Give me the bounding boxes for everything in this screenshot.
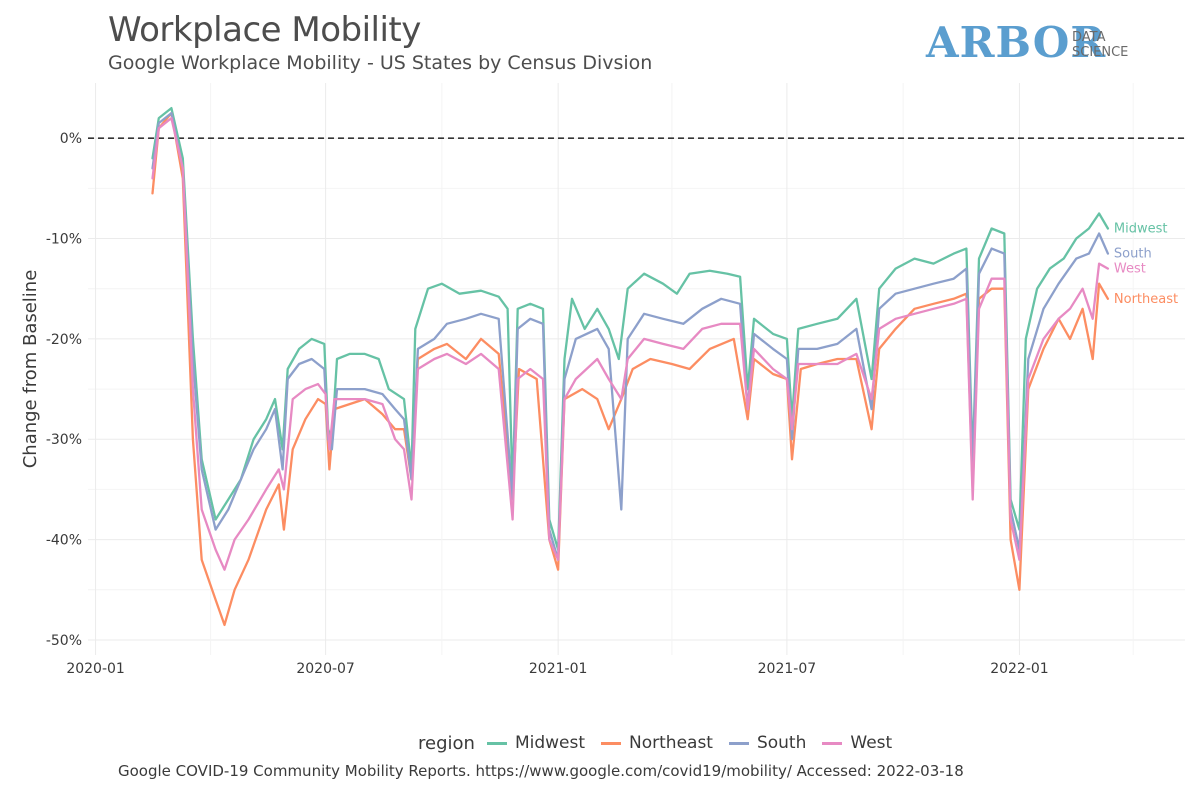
- x-tick-label: 2022-01: [990, 661, 1049, 677]
- legend-swatch-northeast: [601, 741, 622, 745]
- y-tick-label: -50%: [46, 633, 82, 649]
- axes: 0% -10% -20% -30% -40% -50% 2020-01 2020-07 2021…: [20, 131, 1185, 677]
- chart-title: Workplace Mobility: [108, 10, 421, 50]
- x-tick-label: 2021-07: [758, 661, 817, 677]
- legend-swatch-south: [728, 741, 749, 745]
- logo-subtext-top: DATA: [1072, 30, 1106, 45]
- legend-label-midwest: Midwest: [514, 733, 586, 753]
- y-tick-label: -20%: [46, 332, 82, 348]
- end-label-midwest: Midwest: [1114, 222, 1168, 237]
- legend-item-midwest: Midwest: [486, 733, 586, 753]
- logo-subtext: DATA SCIENCE: [1072, 30, 1152, 60]
- y-tick-label: -10%: [46, 232, 82, 248]
- y-tick-label: -30%: [46, 432, 82, 448]
- y-tick-label: -40%: [46, 533, 82, 549]
- chart-subtitle: Google Workplace Mobility - US States by…: [108, 52, 653, 74]
- end-label-south: South: [1114, 247, 1152, 262]
- series-line-midwest: [151, 106, 1110, 551]
- legend: region Midwest Northeast South West: [418, 730, 908, 756]
- legend-swatch-west: [822, 741, 843, 745]
- source-caption: Google COVID-19 Community Mobility Repor…: [118, 762, 964, 780]
- x-tick-label: 2020-07: [296, 661, 355, 677]
- y-axis-title: Change from Baseline: [20, 270, 41, 469]
- legend-item-south: South: [728, 733, 807, 753]
- end-label-northeast: Northeast: [1114, 292, 1178, 307]
- legend-item-northeast: Northeast: [601, 733, 713, 753]
- x-tick-label: 2020-01: [66, 661, 125, 677]
- legend-item-west: West: [822, 733, 892, 753]
- legend-label-northeast: Northeast: [629, 733, 713, 753]
- legend-label-west: West: [850, 733, 893, 753]
- legend-label-south: South: [756, 733, 807, 753]
- legend-swatch-midwest: [486, 741, 507, 745]
- x-tick-label: 2021-01: [529, 661, 588, 677]
- legend-title: region: [418, 732, 475, 754]
- series-line-west: [151, 116, 1110, 571]
- end-label-west: West: [1114, 262, 1146, 277]
- series-line-south: [151, 111, 1110, 561]
- series-lines: [151, 106, 1110, 627]
- y-tick-label: 0%: [60, 131, 82, 147]
- logo-subtext-bottom: SCIENCE: [1072, 45, 1129, 60]
- logo-wordmark: ARBOR: [926, 18, 1107, 67]
